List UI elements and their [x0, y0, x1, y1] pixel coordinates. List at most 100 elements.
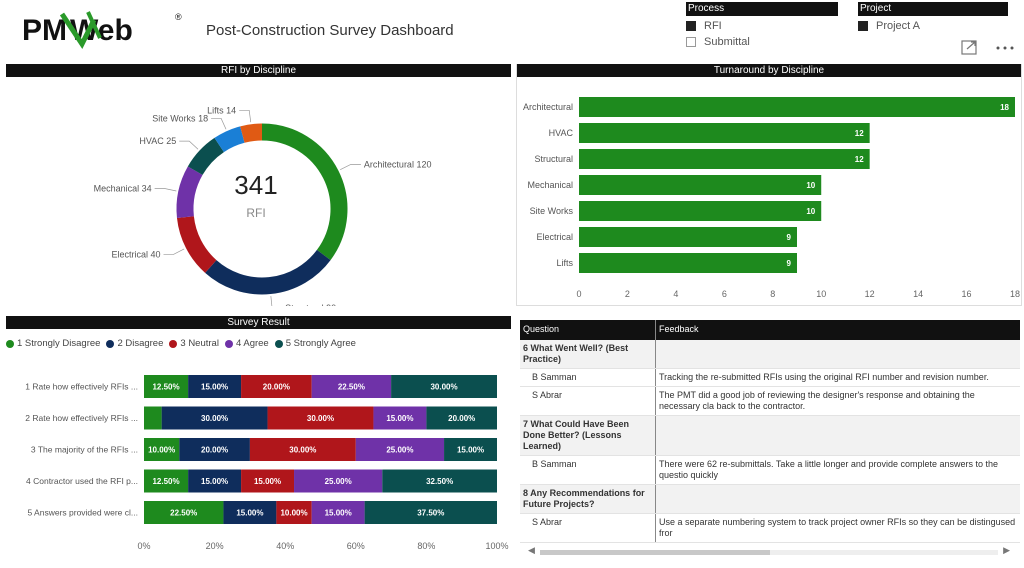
table-row[interactable]: S Abrar The PMT did a good job of reviewi…: [520, 387, 1020, 416]
table-row[interactable]: B Samman There were 62 re-submittals. Tak…: [520, 456, 1020, 485]
checkbox-unchecked[interactable]: [686, 37, 696, 47]
category-label: Architectural: [523, 102, 573, 112]
bar-value-label: 9: [787, 233, 792, 242]
feedback-table: Question Feedback 6 What Went Well? (Bes…: [520, 320, 1020, 543]
category-label: HVAC: [549, 128, 574, 138]
category-label: Electrical: [536, 232, 573, 242]
project-slicer: Project Project A: [858, 2, 1008, 32]
more-options-icon[interactable]: [996, 46, 1014, 50]
feedback-cell: There were 62 re-submittals. Take a litt…: [659, 459, 999, 480]
scroll-right-icon[interactable]: ▶: [1003, 545, 1010, 555]
donut-slice-lifts[interactable]: [240, 123, 263, 143]
donut-leader-line: [270, 296, 273, 306]
legend-label: 2 Disagree: [117, 338, 164, 349]
donut-slice-site-works[interactable]: [214, 126, 245, 153]
x-tick-label: 0: [576, 289, 581, 299]
rfi-donut-chart: Architectural 120 Structural 90 Electrical…: [94, 105, 431, 306]
legend-dot: [224, 339, 233, 348]
table-row[interactable]: 6 What Went Well? (Best Practice): [520, 340, 1020, 369]
question-cell: S Abrar: [520, 387, 656, 415]
donut-data-label: Electrical 40: [111, 249, 160, 259]
bar-value-label: 10: [806, 207, 815, 216]
feedback-cell: [656, 416, 1020, 455]
feedback-cell: [656, 485, 1020, 513]
legend-dot: [106, 339, 115, 348]
donut-slice-structural[interactable]: [205, 249, 331, 295]
column-header-feedback[interactable]: Feedback: [656, 320, 1020, 340]
legend-item[interactable]: 1 Strongly Disagree: [6, 338, 100, 349]
pmweb-logo: PM Web ®: [22, 6, 192, 50]
bar-hvac[interactable]: [579, 123, 870, 143]
donut-leader-line: [163, 248, 185, 255]
table-row[interactable]: B Samman Tracking the re-submitted RFIs u…: [520, 369, 1020, 387]
feedback-cell: [656, 340, 1020, 368]
donut-slice-hvac[interactable]: [187, 137, 225, 176]
donut-leader-line: [211, 117, 227, 130]
bar-mechanical[interactable]: [579, 175, 822, 195]
checkbox-checked[interactable]: [858, 21, 868, 31]
legend-label: 3 Neutral: [180, 338, 219, 349]
table-row[interactable]: S Abrar Use a separate numbering system t…: [520, 514, 1020, 543]
page-title: Post-Construction Survey Dashboard: [206, 22, 454, 39]
question-cell: S Abrar: [520, 514, 656, 542]
legend-label: 5 Strongly Agree: [285, 338, 356, 349]
turnaround-bar-chart: Architectural 18 HVAC 12 Structural 12 Mechani…: [523, 97, 1020, 299]
process-slicer-title: Process: [686, 2, 838, 16]
horizontal-scrollbar[interactable]: ◀ ▶: [528, 545, 1010, 556]
legend-dot: [274, 339, 283, 348]
scroll-left-icon[interactable]: ◀: [528, 545, 535, 555]
feedback-cell: Use a separate numbering system to track…: [659, 517, 1016, 538]
project-slicer-title: Project: [858, 2, 1008, 16]
logo-text-pm: PM: [22, 14, 67, 47]
bar-site-works[interactable]: [579, 201, 822, 221]
legend-item[interactable]: 3 Neutral: [169, 338, 219, 349]
bar-lifts[interactable]: [579, 253, 797, 273]
bar-value-label: 12: [855, 129, 864, 138]
focus-mode-icon[interactable]: [961, 40, 977, 55]
slicer-option-submittal[interactable]: Submittal: [686, 36, 838, 48]
slicer-option-label: Submittal: [704, 36, 750, 48]
table-header: Question Feedback: [520, 320, 1020, 340]
process-slicer: Process RFI Submittal: [686, 2, 838, 48]
checkbox-checked[interactable]: [686, 21, 696, 31]
feedback-cell: The PMT did a good job of reviewing the …: [659, 390, 975, 411]
question-cell: 6 What Went Well? (Best Practice): [520, 340, 656, 368]
slicer-option-project-a[interactable]: Project A: [858, 20, 1008, 32]
bar-structural[interactable]: [579, 149, 870, 169]
x-tick-label: 4: [673, 289, 678, 299]
legend-item[interactable]: 5 Strongly Agree: [274, 338, 356, 349]
category-label: Mechanical: [527, 180, 573, 190]
turnaround-panel: Turnaround by Discipline Architectural 18…: [516, 64, 1022, 306]
legend-item[interactable]: 4 Agree: [224, 338, 269, 349]
rfi-total-unit: RFI: [246, 206, 266, 220]
bar-architectural[interactable]: [579, 97, 1015, 117]
donut-data-label: Lifts 14: [207, 105, 236, 115]
survey-legend: 1 Strongly Disagree 2 Disagree 3 Neutral…: [6, 338, 362, 349]
x-tick-label: 8: [770, 289, 775, 299]
donut-slice-mechanical[interactable]: [176, 166, 203, 219]
table-row[interactable]: 8 Any Recommendations for Future Project…: [520, 485, 1020, 514]
table-row[interactable]: 7 What Could Have Been Done Better? (Les…: [520, 416, 1020, 456]
column-header-label: Question: [523, 324, 560, 334]
donut-data-label: HVAC 25: [139, 136, 176, 146]
column-header-question[interactable]: Question: [520, 320, 656, 340]
x-tick-label: 12: [865, 289, 875, 299]
donut-slice-architectural[interactable]: [261, 123, 348, 261]
x-tick-label: 18: [1010, 289, 1020, 299]
slicer-option-rfi[interactable]: RFI: [686, 20, 838, 32]
legend-dot: [6, 339, 14, 348]
legend-dot: [169, 339, 178, 348]
scrollbar-thumb[interactable]: [540, 550, 770, 555]
bar-electrical[interactable]: [579, 227, 797, 247]
table-body: 6 What Went Well? (Best Practice) B Samma…: [520, 340, 1020, 543]
x-tick-label: 10: [816, 289, 826, 299]
donut-slice-electrical[interactable]: [176, 215, 217, 273]
survey-result-panel: Survey Result: [6, 316, 511, 562]
legend-item[interactable]: 2 Disagree: [106, 338, 163, 349]
registered-mark: ®: [175, 12, 182, 22]
slicer-option-label: Project A: [876, 20, 921, 32]
bar-value-label: 18: [1000, 103, 1009, 112]
question-cell: B Samman: [520, 456, 656, 484]
category-label: Site Works: [530, 206, 574, 216]
question-cell: 7 What Could Have Been Done Better? (Les…: [520, 416, 656, 455]
